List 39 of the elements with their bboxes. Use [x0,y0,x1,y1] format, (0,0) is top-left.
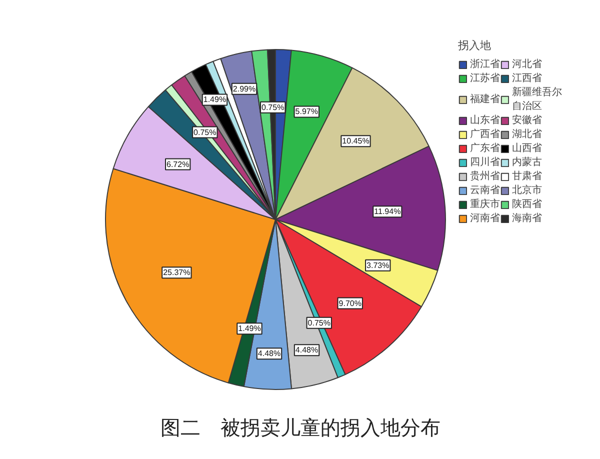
data-label: 1.49% [238,324,261,334]
data-label: 4.48% [258,349,281,358]
legend-label: 浙江省 [470,58,500,71]
data-label: 2.99% [232,84,256,94]
legend-label: 安徽省 [512,114,542,127]
legend-label: 四川省 [470,156,500,169]
text: 图二 被拐卖儿童的拐入地分布 [160,416,440,440]
legend-label: 广东省 [470,142,500,155]
legend-label: 湖北省 [512,128,542,141]
legend-label: 河北省 [512,58,542,71]
data-label: 1.49% [203,95,226,104]
data-label: 6.72% [166,160,190,169]
data-label: 25.37% [163,268,190,278]
legend-label: 广西省 [470,128,500,141]
legend-label: 福建省 [470,92,500,106]
legend-label: 云南省 [470,184,500,197]
legend-label: 贵州省 [470,170,500,183]
data-label: 10.45% [342,136,370,146]
legend-label: 重庆市 [470,198,500,211]
legend-label: 北京市 [512,184,542,197]
data-label: 4.48% [295,346,318,355]
legend-label: 甘肃省 [512,170,542,183]
legend-label: 江西省 [512,72,542,85]
legend-label: 内蒙古 [512,156,542,169]
legend-label: 山西省 [512,142,542,155]
data-label: 0.75% [308,318,330,328]
legend-label: 海南省 [512,212,542,225]
legend-label: 河南省 [470,212,500,225]
legend-title: 拐入地 [458,38,492,53]
legend-label: 新疆维吾尔自治区 [512,86,562,113]
legend-label: 江苏省 [470,72,500,85]
data-label: 0.75% [262,102,284,112]
data-label: 11.94% [374,207,401,216]
data-label: 9.70% [338,298,362,308]
data-label: 0.75% [194,128,216,137]
legend-label: 山东省 [470,114,500,127]
legend-label: 陕西省 [512,198,542,211]
data-label: 5.97% [295,107,318,116]
data-label: 3.73% [366,260,390,270]
